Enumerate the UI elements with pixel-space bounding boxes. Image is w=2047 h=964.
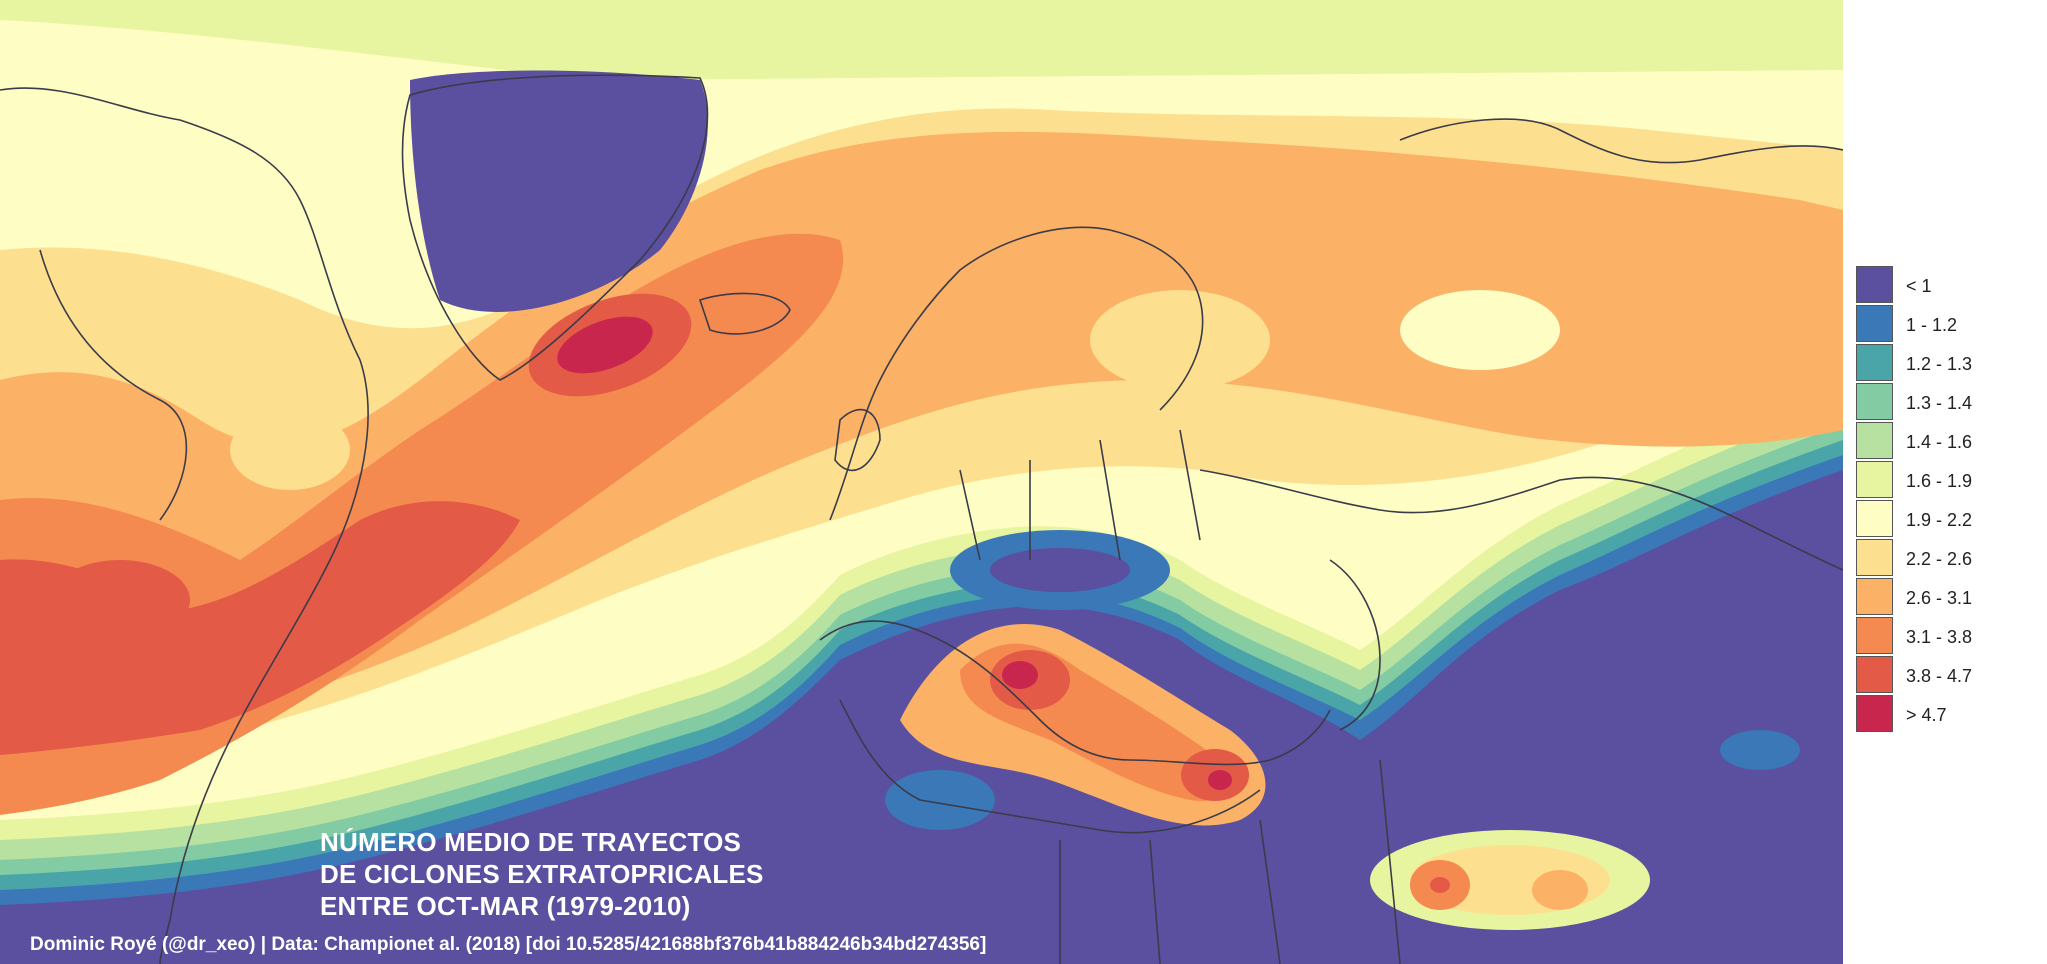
european-borders <box>959 429 1201 561</box>
legend-swatch <box>1856 422 1893 459</box>
coastlines <box>0 74 1843 964</box>
source-credit: Dominic Royé (@dr_xeo) | Data: Champione… <box>30 934 987 955</box>
map-title: NÚMERO MEDIO DE TRAYECTOS DE CICLONES EX… <box>320 826 764 922</box>
legend-label: 1 - 1.2 <box>1906 315 1958 335</box>
legend-label: < 1 <box>1906 276 1932 296</box>
legend-swatch <box>1856 656 1893 693</box>
legend-item: < 1 <box>1856 266 2046 305</box>
black-sea-outline <box>1329 559 1381 731</box>
legend-item: 1.2 - 1.3 <box>1856 344 2046 383</box>
band-2.6-3.1 <box>0 131 1843 751</box>
cyclone-track-map: NÚMERO MEDIO DE TRAYECTOS DE CICLONES EX… <box>0 0 1843 964</box>
mediterranean-north-coast <box>819 620 1331 766</box>
asia-blue <box>1720 730 1800 770</box>
legend-item: 3.8 - 4.7 <box>1856 656 2046 695</box>
band-3.8-4.7-us <box>50 560 190 640</box>
legend-label: 1.4 - 1.6 <box>1906 432 1973 452</box>
legend-swatch <box>1856 461 1893 498</box>
legend-item: 2.2 - 2.6 <box>1856 539 2046 578</box>
legend-item: > 4.7 <box>1856 695 2046 734</box>
legend-item: 2.6 - 3.1 <box>1856 578 2046 617</box>
med-genoa-max <box>1002 661 1038 689</box>
nafrica-blue <box>885 770 995 830</box>
legend-swatch <box>1856 539 1893 576</box>
hudson-outline <box>39 249 188 521</box>
density-field <box>0 0 1843 964</box>
legend-swatch <box>1856 500 1893 537</box>
mediterranean-south-coast <box>839 699 1261 834</box>
pocket-light-3 <box>230 410 350 490</box>
legend-item: 1.9 - 2.2 <box>1856 500 2046 539</box>
legend-swatch <box>1856 383 1893 420</box>
legend-label: > 4.7 <box>1906 705 1947 725</box>
legend-swatch <box>1856 344 1893 381</box>
max-iceland <box>557 316 653 374</box>
legend-item: 1 - 1.2 <box>1856 305 2046 344</box>
legend-label: 3.8 - 4.7 <box>1906 666 1973 686</box>
legend-swatch <box>1856 305 1893 342</box>
legend-swatch <box>1856 578 1893 615</box>
map-title-line-3: ENTRE OCT-MAR (1979-2010) <box>320 891 691 921</box>
legend: < 1 1 - 1.2 1.2 - 1.3 1.3 - 1.4 1.4 - 1.6 1.6… <box>1856 266 2046 734</box>
legend-swatch <box>1856 266 1893 303</box>
map-title-line-2: DE CICLONES EXTRATOPRICALES <box>320 859 764 889</box>
band-3.8-4.7-atlantic <box>0 501 520 755</box>
legend-label: 1.9 - 2.2 <box>1906 510 1973 530</box>
african-borders <box>1059 759 1401 964</box>
iceland-outline <box>698 292 791 335</box>
asia-border <box>1199 469 1843 571</box>
legend-label: 2.6 - 3.1 <box>1906 588 1973 608</box>
africa-pocket-2 <box>1532 870 1588 910</box>
uk-outline <box>834 408 881 472</box>
pocket-light-2 <box>1090 290 1270 390</box>
legend-label: 1.2 - 1.3 <box>1906 354 1973 374</box>
greenland-low <box>410 70 708 312</box>
scandinavia-outline <box>829 226 1204 521</box>
greenland-outline <box>401 74 709 381</box>
map-title-line-1: NÚMERO MEDIO DE TRAYECTOS <box>320 827 742 857</box>
alps-core <box>990 548 1130 592</box>
legend-item: 1.4 - 1.6 <box>1856 422 2046 461</box>
legend-item: 3.1 - 3.8 <box>1856 617 2046 656</box>
legend-item: 1.3 - 1.4 <box>1856 383 2046 422</box>
legend-swatch <box>1856 617 1893 654</box>
arctic-russia-coast <box>1399 118 1843 164</box>
pocket-light-1 <box>1400 290 1560 370</box>
north-america-east-coast <box>0 87 369 964</box>
legend-label: 2.2 - 2.6 <box>1906 549 1973 569</box>
legend-label: 1.3 - 1.4 <box>1906 393 1973 413</box>
africa-pocket-core <box>1430 877 1450 893</box>
legend-swatch <box>1856 695 1893 732</box>
med-cyprus-max <box>1208 770 1232 790</box>
legend-item: 1.6 - 1.9 <box>1856 461 2046 500</box>
legend-label: 1.6 - 1.9 <box>1906 471 1973 491</box>
legend-label: 3.1 - 3.8 <box>1906 627 1973 647</box>
